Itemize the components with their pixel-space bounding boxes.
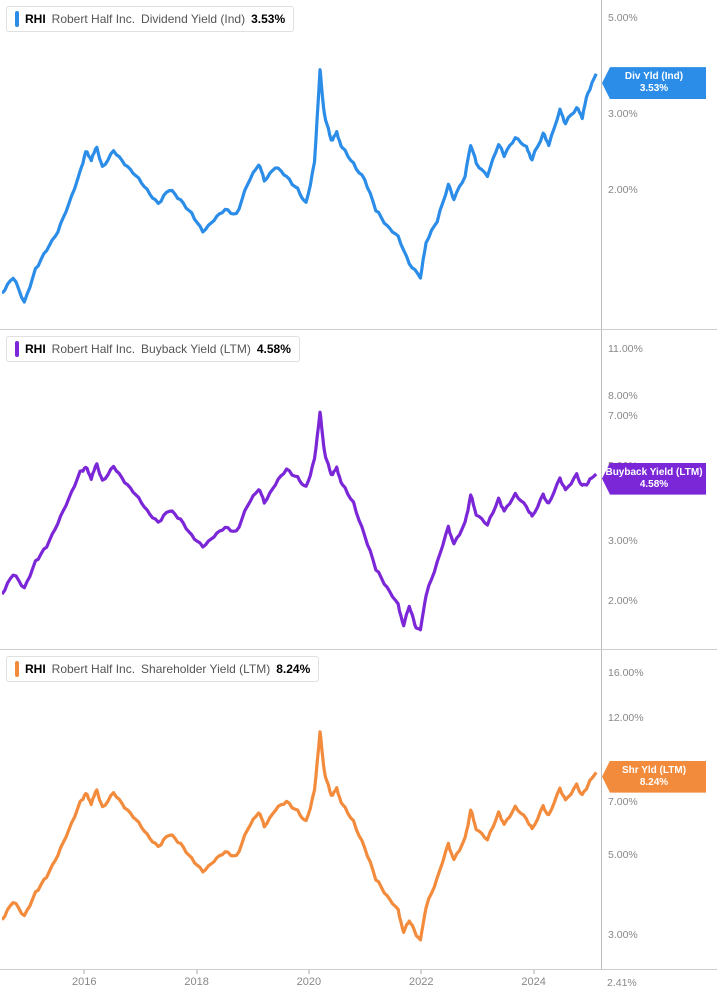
chart-panel: RHI Robert Half Inc. Buyback Yield (LTM)…: [0, 330, 717, 650]
value-flag: Shr Yld (LTM)8.24%: [602, 761, 706, 793]
legend-value: 8.24%: [276, 662, 310, 676]
value-flag-value: 8.24%: [602, 777, 706, 789]
y-tick-label: 11.00%: [608, 343, 643, 355]
legend-box: RHI Robert Half Inc. Shareholder Yield (…: [6, 656, 319, 682]
value-flag-value: 3.53%: [602, 83, 706, 95]
y-tick-label: 2.00%: [608, 184, 638, 196]
legend-company: Robert Half Inc.: [52, 662, 135, 676]
x-tick-label: 2018: [184, 976, 208, 988]
y-tick-label: 7.00%: [608, 796, 638, 808]
y-tick-label: 7.00%: [608, 410, 638, 422]
y-tick-label: 3.00%: [608, 929, 638, 941]
x-tick-mark: [308, 970, 309, 974]
y-tick-label: 8.00%: [608, 390, 638, 402]
legend-marker: [15, 341, 19, 357]
chart-panel: RHI Robert Half Inc. Shareholder Yield (…: [0, 650, 717, 970]
y-axis-corner-value: 2.41%: [601, 977, 717, 989]
x-tick-label: 2016: [72, 976, 96, 988]
legend-marker: [15, 661, 19, 677]
value-flag-label: Div Yld (Ind): [602, 71, 706, 83]
x-tick-mark: [84, 970, 85, 974]
plot-area[interactable]: [2, 650, 599, 969]
x-tick-label: 2022: [409, 976, 433, 988]
series-line: [2, 732, 596, 940]
legend-ticker: RHI: [25, 662, 46, 676]
y-tick-label: 5.00%: [608, 12, 638, 24]
plot-area[interactable]: [2, 0, 599, 329]
y-tick-label: 3.00%: [608, 535, 638, 547]
legend-ticker: RHI: [25, 12, 46, 26]
value-flag-label: Buyback Yield (LTM): [602, 467, 706, 479]
legend-metric: Dividend Yield (Ind): [141, 12, 245, 26]
chart-stack: RHI Robert Half Inc. Dividend Yield (Ind…: [0, 0, 717, 996]
legend-metric: Buyback Yield (LTM): [141, 342, 251, 356]
x-tick-label: 2020: [297, 976, 321, 988]
x-tick-mark: [196, 970, 197, 974]
series-line: [2, 412, 596, 630]
y-axis: 2.00% 3.00% 5.00% Div Yld (Ind)3.53%: [601, 0, 717, 329]
y-tick-label: 3.00%: [608, 108, 638, 120]
y-axis: 3.00%5.00%7.00%8.00%12.00%16.00%Shr Yld …: [601, 650, 717, 969]
x-tick-mark: [421, 970, 422, 974]
y-tick-label: 5.00%: [608, 849, 638, 861]
legend-value: 4.58%: [257, 342, 291, 356]
legend-box: RHI Robert Half Inc. Dividend Yield (Ind…: [6, 6, 294, 32]
chart-panel: RHI Robert Half Inc. Dividend Yield (Ind…: [0, 0, 717, 330]
y-tick-label: 12.00%: [608, 712, 644, 724]
plot-area[interactable]: [2, 330, 599, 649]
value-flag: Div Yld (Ind)3.53%: [602, 67, 706, 99]
x-axis: 2016 2018 2020 2022 2024: [0, 970, 601, 996]
legend-box: RHI Robert Half Inc. Buyback Yield (LTM)…: [6, 336, 300, 362]
y-axis: 2.00%3.00%5.00%7.00%8.00%11.00%Buyback Y…: [601, 330, 717, 649]
x-tick-mark: [533, 970, 534, 974]
legend-value: 3.53%: [251, 12, 285, 26]
legend-company: Robert Half Inc.: [52, 342, 135, 356]
y-tick-label: 2.00%: [608, 595, 638, 607]
series-line: [2, 70, 596, 302]
value-flag: Buyback Yield (LTM)4.58%: [602, 463, 706, 495]
value-flag-label: Shr Yld (LTM): [602, 765, 706, 777]
legend-ticker: RHI: [25, 342, 46, 356]
legend-marker: [15, 11, 19, 27]
legend-company: Robert Half Inc.: [52, 12, 135, 26]
legend-metric: Shareholder Yield (LTM): [141, 662, 270, 676]
value-flag-value: 4.58%: [602, 479, 706, 491]
x-tick-label: 2024: [521, 976, 545, 988]
y-tick-label: 16.00%: [608, 667, 644, 679]
